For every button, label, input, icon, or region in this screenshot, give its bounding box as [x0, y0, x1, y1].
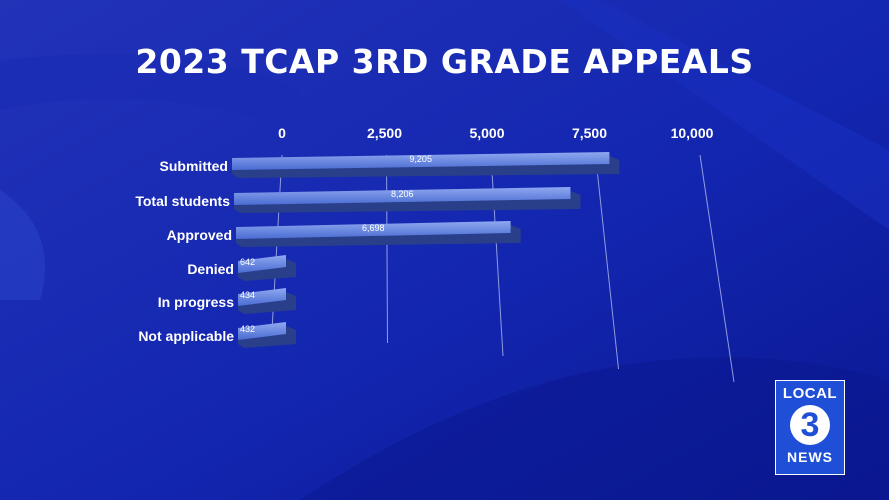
x-tick-label: 2,500 [367, 125, 402, 141]
bar: 8,206 [234, 187, 581, 213]
x-tick-label: 5,000 [469, 125, 504, 141]
decor-swoosh [0, 190, 45, 300]
category-labels: Submitted Total students Approved Denied In … [135, 158, 234, 344]
bar-value-label: 8,206 [391, 189, 414, 199]
bar: 434 [238, 288, 296, 314]
category-label: In progress [158, 294, 234, 310]
bar-value-label: 6,698 [362, 223, 385, 233]
x-tick-label: 10,000 [671, 125, 714, 141]
bar-value-label: 642 [240, 257, 255, 267]
category-label: Not applicable [138, 328, 234, 344]
decor-swoosh [0, 54, 300, 130]
category-label: Approved [167, 227, 232, 243]
bar-value-label: 432 [240, 324, 255, 334]
local3-news-logo: LOCAL 3 NEWS [775, 380, 845, 475]
bar: 9,205 [232, 152, 620, 178]
decor-swoosh [560, 0, 889, 230]
bar: 642 [238, 255, 296, 281]
x-axis-ticks: 0 2,500 5,000 7,500 10,000 [278, 125, 714, 141]
category-label: Denied [187, 261, 234, 277]
gridline [699, 154, 735, 383]
bars: 9,205 8,206 6,698 642 434 432 [232, 152, 620, 348]
category-label: Submitted [160, 158, 228, 174]
gridline [386, 154, 388, 344]
chart-title: 2023 TCAP 3RD GRADE APPEALS [135, 42, 754, 81]
bar-value-label: 434 [240, 290, 255, 300]
logo-news-text: NEWS [787, 449, 833, 465]
category-label: Total students [135, 193, 230, 209]
bar-value-label: 9,205 [409, 154, 432, 164]
gridline [595, 154, 619, 370]
decor-swoosh [300, 357, 889, 500]
x-tick-label: 7,500 [572, 125, 607, 141]
logo-local-text: LOCAL [782, 385, 838, 402]
logo-number: 3 [790, 405, 830, 445]
bar: 432 [238, 322, 296, 348]
x-tick-label: 0 [278, 125, 286, 141]
bar: 6,698 [236, 221, 521, 247]
